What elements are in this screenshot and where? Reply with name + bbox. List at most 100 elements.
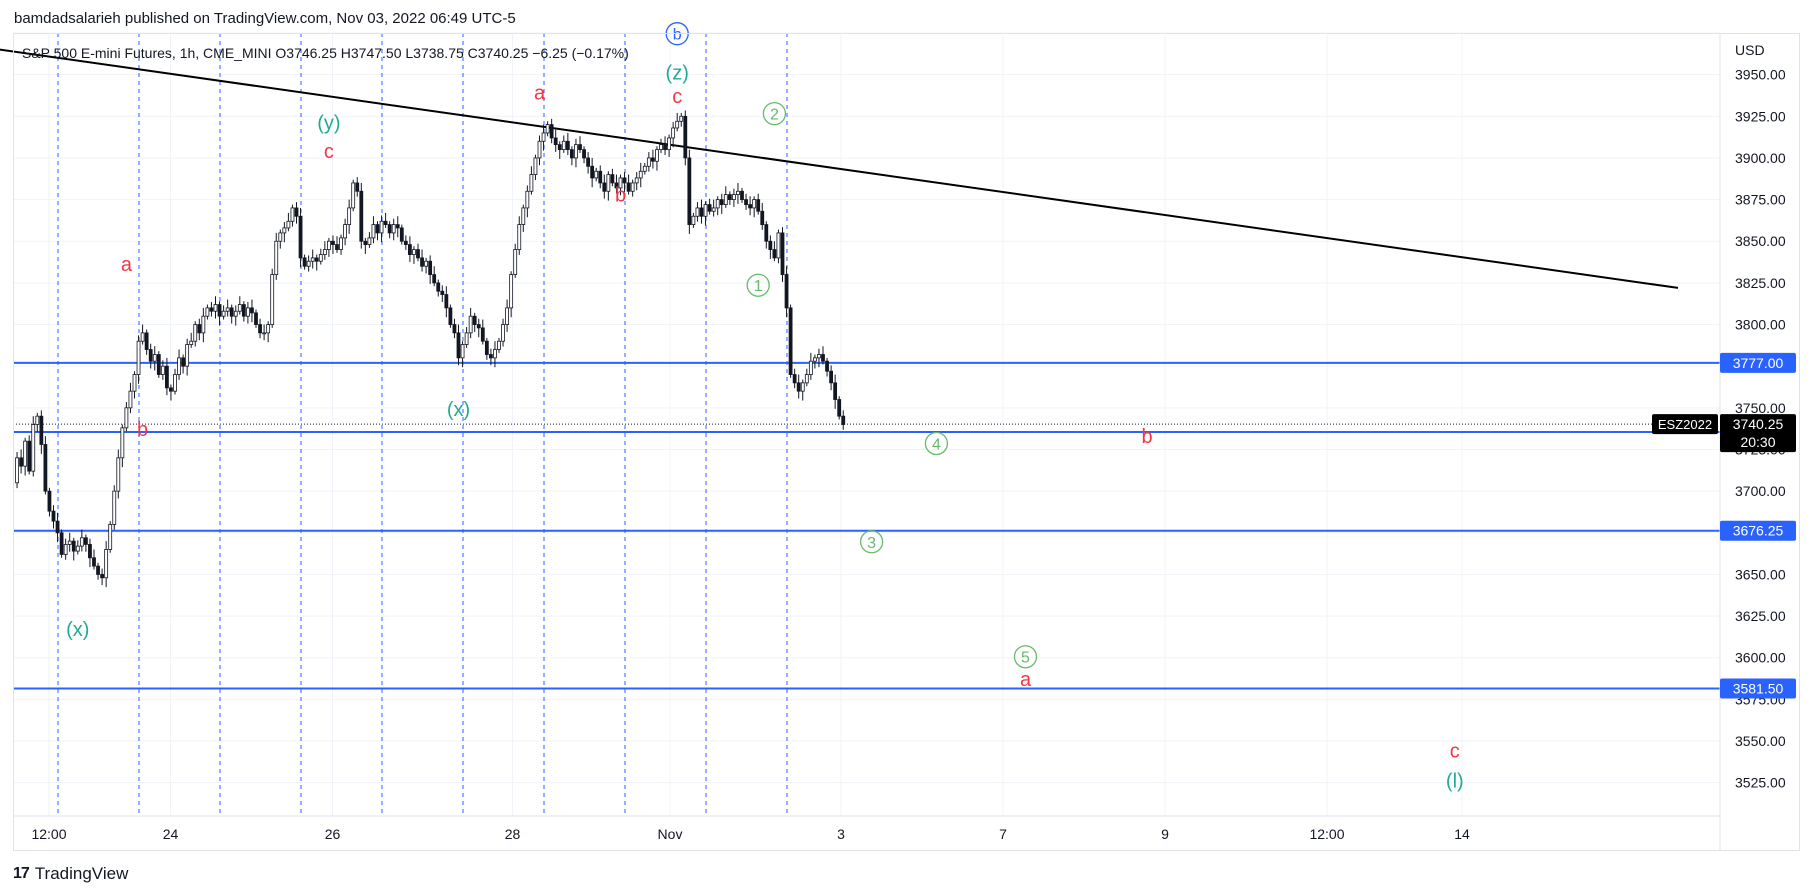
candle-body [55,520,60,534]
candle-body [602,182,607,192]
level-price-tag-text: 3676.25 [1733,523,1784,539]
candle-body [290,207,295,222]
candle-body [152,354,157,362]
price-tick-label: 3525.00 [1735,775,1786,791]
candle-body [626,182,631,192]
candle-body [744,199,748,205]
candle-body [553,137,558,146]
candle-body [476,324,481,329]
wave-label-circle [1013,645,1038,669]
time-tick-label: 12:00 [31,826,66,842]
candle-body [598,170,603,184]
candle-body [416,249,420,259]
price-tick-label: 3625.00 [1735,608,1786,624]
candle-body [140,332,145,342]
candle-body [237,304,242,312]
candle-body [565,140,570,151]
wave-label: c [672,86,682,108]
candle-body [695,207,700,217]
candle-body [691,215,696,225]
candle-body [813,357,817,362]
candle-body [51,510,56,522]
candle-body [796,382,801,392]
candle-body [501,324,505,342]
candle-body [574,144,578,159]
candle-body [420,257,424,267]
candle-body [655,149,659,162]
candle-body [699,207,704,217]
candle-body [274,240,279,275]
candle-body [683,115,688,159]
wave-label-circle [924,431,949,456]
candle-body [298,215,303,259]
candle-body [488,354,493,359]
candle-body [169,387,173,392]
candle-body [756,199,761,212]
candle-body [727,194,732,200]
price-tick-label: 3850.00 [1735,233,1786,249]
candle-body [310,257,315,262]
candle-body [667,137,671,151]
candle-body [732,194,736,200]
level-price-tag [1720,352,1796,373]
candle-body [634,177,639,184]
time-tick-label: Nov [658,826,683,842]
wave-label: a [121,254,133,276]
candle-body [829,370,833,384]
wave-label: c [324,141,334,163]
wave-label: (y) [317,113,340,135]
candle-body [452,324,457,334]
candle-body [622,177,627,184]
candle-body [375,224,380,234]
candle-body [363,240,368,245]
trendline[interactable] [0,46,1679,289]
footer-brand[interactable]: 17 TradingView [13,864,128,884]
candle-body [493,349,497,359]
candle-body [108,524,113,550]
candle-body [432,274,437,284]
candle-body [497,340,501,350]
candle-body [148,349,153,362]
candle-body [841,415,846,425]
wave-label: 3 [867,535,876,552]
level-price-tag [1720,520,1796,541]
candle-body [440,290,445,295]
candle-body [618,177,623,189]
candle-body [671,127,676,139]
candle-body [537,140,542,159]
time-tick-label: 14 [1454,826,1470,842]
price-tick-label: 3825.00 [1735,275,1786,291]
candle-body [736,190,740,195]
level-price-tag [1720,678,1796,699]
price-tick-label: 3600.00 [1735,650,1786,666]
candle-body [808,360,813,375]
candle-body [217,304,222,317]
candle-body [594,170,599,179]
candle-body [561,140,566,151]
candle-body [395,224,400,229]
last-price-value: 3740.25 [1733,416,1784,432]
candle-body [39,415,44,445]
candle-body [27,440,32,472]
candle-body [748,204,752,209]
candle-body [513,249,518,275]
price-tick-label: 3800.00 [1735,317,1786,333]
candle-body [578,144,582,151]
publisher-caption: bamdadsalarieh published on TradingView.… [14,10,516,27]
wave-label: a [534,83,546,105]
candle-body [772,249,777,259]
candle-body [221,310,226,317]
candle-body [570,149,574,159]
ohlc-legend: S&P 500 E-mini Futures, 1h, CME_MINI O37… [22,45,629,61]
candle-body [116,457,121,492]
candle-body [278,232,283,242]
time-tick-label: 26 [325,826,341,842]
candle-body [484,340,489,355]
candle-body [270,274,275,325]
candle-body [379,220,384,234]
candle-body [197,324,202,334]
candle-body [715,199,720,209]
candle-body [84,537,88,545]
candle-body [804,374,809,384]
